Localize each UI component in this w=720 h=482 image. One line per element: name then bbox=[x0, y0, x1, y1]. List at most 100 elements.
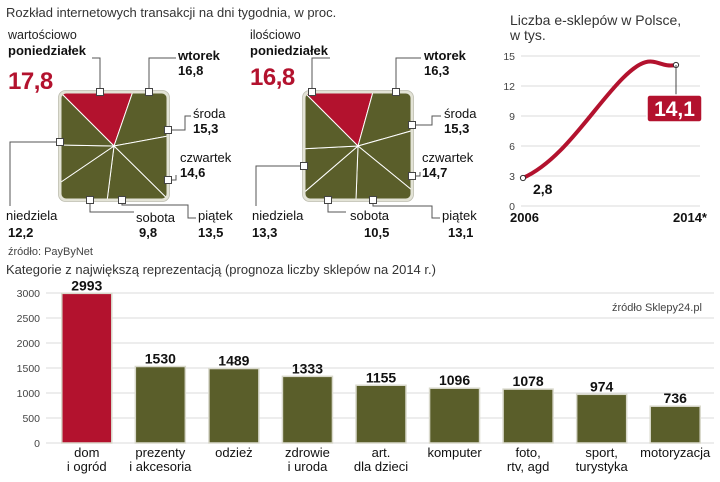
bar-category-3-line-0: zdrowie bbox=[285, 445, 330, 460]
pie1-marker-1 bbox=[145, 88, 153, 96]
pie1-callout-0 bbox=[92, 57, 101, 92]
bar-category-6-line-1: rtv, agd bbox=[507, 459, 549, 474]
bar-category-5: komputer bbox=[427, 445, 482, 460]
pie1-value-fri: 13,5 bbox=[198, 225, 224, 240]
pie1-callout-1 bbox=[148, 57, 176, 92]
pie1-marker-2 bbox=[164, 126, 172, 134]
pie2-frame bbox=[302, 90, 414, 202]
pie2-value-tue: 16,3 bbox=[424, 63, 450, 78]
bar-category-4-line-1: dla dzieci bbox=[354, 459, 408, 474]
bar-ytick-6: 0 bbox=[34, 438, 40, 450]
pie1-marker-0 bbox=[96, 88, 104, 96]
line-xtick-1: 2014* bbox=[673, 210, 708, 225]
bar-ytick-2: 2000 bbox=[17, 338, 41, 350]
pie2-label-sun: niedziela bbox=[252, 208, 304, 223]
bar-category-1-line-1: i akcesoria bbox=[129, 459, 192, 474]
pie2-callout-6 bbox=[255, 165, 304, 206]
pie1-label-tue: wtorek bbox=[178, 48, 220, 63]
pie2-marker-4 bbox=[369, 196, 377, 204]
pie2-marker-3 bbox=[408, 172, 416, 180]
bar-category-4: art. dla dzieci bbox=[354, 445, 408, 474]
pie1-label-thu: czwartek bbox=[180, 150, 232, 165]
pie2-marker-2 bbox=[408, 121, 416, 129]
pie2-label-wed: środa bbox=[444, 106, 477, 121]
bar-5 bbox=[428, 387, 481, 444]
bar-chart-source: źródło Sklepy24.pl bbox=[612, 302, 702, 314]
line-point-0 bbox=[519, 174, 527, 182]
bar-value-0: 2993 bbox=[71, 277, 102, 293]
pie2-label-fri: piątek bbox=[442, 208, 477, 223]
bar-6 bbox=[502, 388, 554, 444]
pie1-label-mon: poniedziałek bbox=[8, 43, 87, 58]
line-label-start: 2,8 bbox=[533, 181, 553, 197]
pie2-value-sat: 10,5 bbox=[364, 225, 390, 240]
pie2-callout-0 bbox=[311, 57, 330, 92]
pie2-value-wed: 15,3 bbox=[444, 121, 470, 136]
line-ytick-4: 3 bbox=[509, 171, 515, 183]
bar-value-4: 1155 bbox=[366, 369, 397, 385]
pie2-value-mon: 16,8 bbox=[250, 64, 295, 91]
bar-value-8: 736 bbox=[664, 390, 688, 406]
bar-category-7: sport, turystyka bbox=[576, 445, 629, 474]
bar-ytick-4: 1000 bbox=[17, 388, 41, 400]
bar-value-3: 1333 bbox=[292, 360, 323, 376]
pie1-marker-6 bbox=[56, 138, 64, 146]
line-ytick-0: 15 bbox=[503, 51, 515, 63]
bar-value-6: 1078 bbox=[513, 373, 544, 389]
bar-category-6: foto, rtv, agd bbox=[507, 445, 549, 474]
bar-category-8-line-0: motoryzacja bbox=[640, 445, 711, 460]
bar-ytick-1: 2500 bbox=[17, 313, 41, 325]
pie1-marker-4 bbox=[118, 196, 126, 204]
bar-category-0-line-0: dom bbox=[74, 445, 99, 460]
pie1-label-sun: niedziela bbox=[6, 208, 58, 223]
bar-category-8: motoryzacja bbox=[640, 445, 711, 460]
bar-4 bbox=[355, 384, 407, 444]
pie2-marker-1 bbox=[392, 88, 400, 96]
line-label-end-box bbox=[646, 94, 703, 123]
line-xtick-0: 2006 bbox=[510, 210, 539, 225]
bar-category-0: dom i ogród bbox=[67, 445, 107, 474]
bar-category-4-line-0: art. bbox=[372, 445, 391, 460]
bar-category-3-line-1: i uroda bbox=[288, 459, 329, 474]
pie2-title: ilościowo bbox=[250, 28, 301, 42]
pie1-value-sat: 9,8 bbox=[139, 225, 158, 240]
pie2-marker-0 bbox=[308, 88, 316, 96]
pie1-callout-2 bbox=[168, 115, 191, 131]
pie2-value-thu: 14,7 bbox=[422, 165, 448, 180]
bar-ytick-5: 500 bbox=[22, 413, 40, 425]
bar-value-2: 1489 bbox=[218, 353, 249, 369]
bar-8 bbox=[649, 405, 701, 444]
pie2-marker-6 bbox=[300, 162, 308, 170]
bar-category-7-line-0: sport, bbox=[585, 445, 618, 460]
pie2-label-sat: sobota bbox=[350, 208, 390, 223]
line-ytick-1: 12 bbox=[503, 81, 515, 93]
bar-category-6-line-0: foto, bbox=[515, 445, 540, 460]
pie2-value-fri: 13,1 bbox=[448, 225, 474, 240]
pie1-value-thu: 14,6 bbox=[180, 165, 206, 180]
bar-category-1: prezenty i akcesoria bbox=[129, 445, 192, 474]
pie2-label-tue: wtorek bbox=[424, 48, 466, 63]
line-label-end: 14,1 bbox=[654, 98, 695, 121]
pie2-callout-2 bbox=[412, 115, 441, 126]
line-ytick-3: 6 bbox=[509, 141, 515, 153]
bar-value-1: 1530 bbox=[145, 351, 176, 367]
bar-chart-title: Kategorie z największą reprezentacją (pr… bbox=[6, 262, 436, 277]
bar-value-5: 1096 bbox=[439, 372, 470, 388]
bar-1 bbox=[134, 365, 187, 444]
pie2-label-mon: poniedziałek bbox=[250, 43, 329, 58]
pie2-marker-5 bbox=[324, 196, 332, 204]
pie1-value-mon: 17,8 bbox=[8, 68, 53, 95]
bar-3 bbox=[281, 375, 334, 444]
bar-value-7: 974 bbox=[590, 378, 614, 394]
pie2-label-thu: czwartek bbox=[422, 150, 474, 165]
pie1-value-wed: 15,3 bbox=[193, 121, 219, 136]
pie2-callout-1 bbox=[395, 57, 421, 92]
bar-7 bbox=[575, 393, 628, 444]
bar-ytick-0: 3000 bbox=[17, 288, 41, 300]
top-chart-title: Rozkład internetowych transakcji na dni … bbox=[6, 5, 337, 20]
pie1-title: wartościowo bbox=[8, 28, 77, 42]
line-ytick-2: 9 bbox=[509, 111, 515, 123]
